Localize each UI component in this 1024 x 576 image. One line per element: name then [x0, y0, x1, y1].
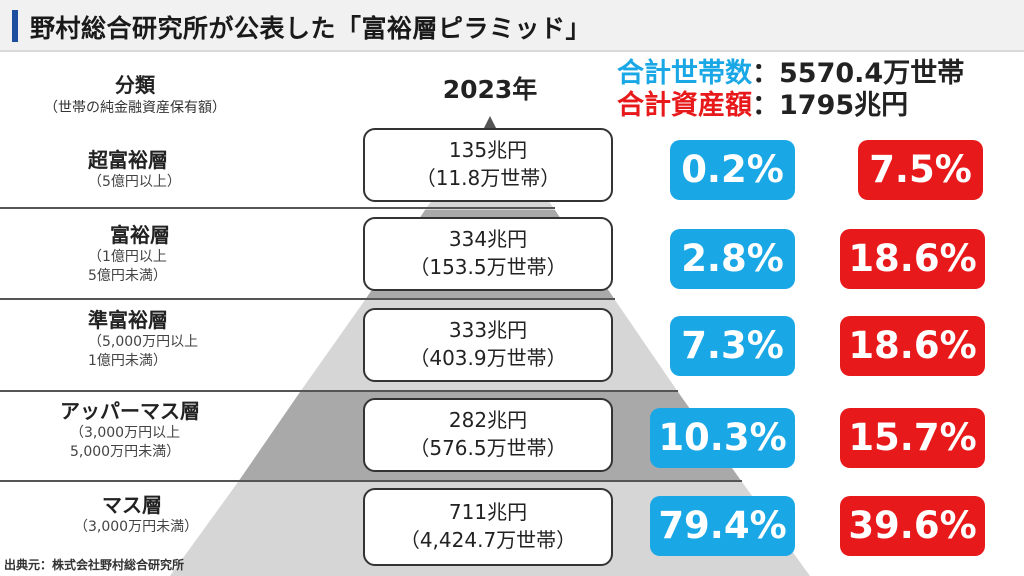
tier-divider-3 [0, 390, 678, 392]
tier-name: 準富裕層 [88, 308, 168, 332]
tier-assets: 334兆円 [448, 227, 528, 251]
page-title: 野村総合研究所が公表した「富裕層ピラミッド」 [30, 14, 592, 43]
totals-block: 合計世帯数：5570.4万世帯 合計資産額：1795兆円 [617, 58, 964, 122]
household-share-badge: 7.3% [670, 316, 795, 376]
tier-households: （403.9万世帯） [409, 346, 567, 370]
header-bar: 野村総合研究所が公表した「富裕層ピラミッド」 [0, 0, 1024, 52]
tier-range: （3,000万円未満） [74, 519, 199, 535]
asset-share-badge: 7.5% [858, 140, 983, 200]
tier-label-semi-wealthy: 準富裕層 （5,000万円以上 1億円未満） [88, 307, 308, 371]
tier-name: 富裕層 [110, 223, 170, 247]
tier-assets: 282兆円 [448, 408, 528, 432]
tier-name: マス層 [102, 493, 162, 517]
tier-range: （1億円以上 5億円未満） [88, 249, 167, 284]
header-accent [12, 10, 18, 42]
source-credit: 出典元：株式会社野村総合研究所 [4, 558, 185, 572]
category-column-header: 分類 （世帯の純金融資産保有額） [10, 72, 260, 118]
tier-range: （5,000万円以上 1億円未満） [88, 334, 199, 369]
asset-share-badge: 39.6% [840, 496, 985, 556]
tier-label-upper-mass: アッパーマス層 （3,000万円以上 5,000万円未満） [60, 398, 280, 462]
tier-assets: 711兆円 [448, 500, 528, 524]
tier-name: アッパーマス層 [60, 399, 200, 423]
total-households: 合計世帯数：5570.4万世帯 [617, 58, 964, 90]
tier-value-box-5: 711兆円 （4,424.7万世帯） [363, 488, 613, 566]
tier-label-ultra-wealthy: 超富裕層 （5億円以上） [88, 147, 308, 192]
tier-households: （576.5万世帯） [409, 436, 567, 460]
tier-range: （3,000万円以上 5,000万円未満） [70, 425, 181, 460]
tier-value-box-1: 135兆円 （11.8万世帯） [363, 128, 613, 202]
tier-range: （5億円以上） [88, 174, 181, 190]
category-header-label: 分類 [115, 73, 155, 97]
tier-divider-4 [0, 480, 742, 482]
tier-divider-2 [0, 298, 615, 300]
tier-households: （4,424.7万世帯） [399, 528, 577, 552]
total-assets-value: ：1795兆円 [752, 90, 909, 121]
category-header-sub: （世帯の純金融資産保有額） [44, 100, 226, 116]
pyramid-apex-icon [483, 116, 497, 130]
tier-value-box-3: 333兆円 （403.9万世帯） [363, 308, 613, 382]
tier-assets: 135兆円 [448, 138, 528, 162]
household-share-badge: 2.8% [670, 229, 795, 289]
tier-value-box-2: 334兆円 （153.5万世帯） [363, 217, 613, 291]
total-assets-label: 合計資産額 [617, 90, 752, 121]
tier-households: （153.5万世帯） [409, 255, 567, 279]
asset-share-badge: 18.6% [840, 316, 985, 376]
tier-divider-1 [0, 207, 555, 209]
tier-name: 超富裕層 [88, 148, 168, 172]
household-share-badge: 10.3% [650, 408, 795, 468]
asset-share-badge: 18.6% [840, 229, 985, 289]
total-households-value: ：5570.4万世帯 [752, 58, 965, 89]
total-households-label: 合計世帯数 [617, 58, 752, 89]
tier-label-wealthy: 富裕層 （1億円以上 5億円未満） [88, 222, 308, 286]
household-share-badge: 79.4% [650, 496, 795, 556]
tier-households: （11.8万世帯） [415, 166, 561, 190]
year-label: 2023年 [442, 75, 538, 104]
total-assets: 合計資産額：1795兆円 [617, 90, 964, 122]
household-share-badge: 0.2% [670, 140, 795, 200]
tier-value-box-4: 282兆円 （576.5万世帯） [363, 398, 613, 472]
tier-label-mass: マス層 （3,000万円未満） [74, 492, 294, 537]
asset-share-badge: 15.7% [840, 408, 985, 468]
tier-assets: 333兆円 [448, 318, 528, 342]
